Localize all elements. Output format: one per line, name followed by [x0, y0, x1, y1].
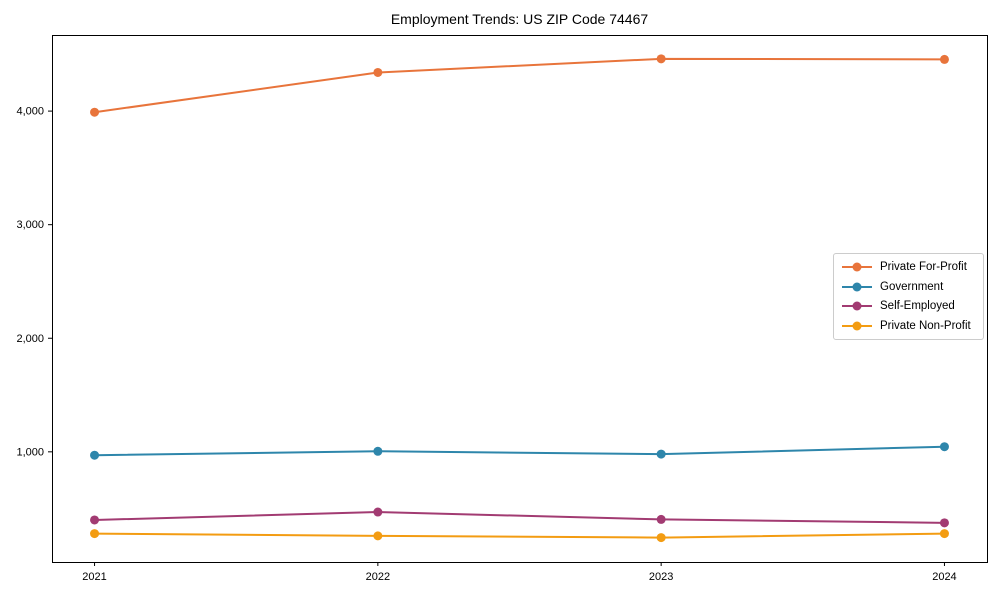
y-tick-label: 4,000	[16, 106, 44, 118]
legend-label: Private Non-Profit	[880, 320, 971, 333]
legend-swatch-icon	[842, 321, 872, 331]
x-tick-label: 2024	[932, 571, 956, 583]
series-private-for-profit	[90, 54, 949, 117]
series-line-government	[93, 445, 946, 457]
series-line-private-non-profit	[93, 532, 946, 539]
series-government	[90, 442, 949, 460]
data-point-private-non-profit-2023	[656, 533, 666, 543]
data-point-government-2023	[656, 449, 666, 459]
y-tick-label: 3,000	[16, 219, 44, 231]
y-tick-label: 2,000	[16, 333, 44, 345]
y-tick-label: 1,000	[16, 446, 44, 458]
series-line-private-for-profit	[93, 57, 946, 114]
data-point-government-2022	[373, 446, 383, 456]
legend-item-self-employed: Self-Employed	[841, 300, 976, 312]
data-point-private-for-profit-2021	[90, 107, 100, 117]
x-tick-label: 2022	[366, 571, 390, 583]
chart-title: Employment Trends: US ZIP Code 74467	[390, 11, 649, 27]
legend-swatch-icon	[842, 301, 872, 311]
x-tick-label: 2023	[649, 571, 673, 583]
data-point-private-for-profit-2022	[373, 67, 383, 77]
legend-swatch-icon	[842, 262, 872, 272]
legend-label: Government	[880, 280, 944, 293]
series-line-self-employed	[93, 511, 946, 524]
legend-swatch-icon	[842, 282, 872, 292]
axes-box	[52, 35, 988, 563]
legend-item-private-non-profit: Private Non-Profit	[841, 320, 976, 332]
data-point-government-2024	[939, 442, 949, 452]
legend-item-private-for-profit: Private For-Profit	[841, 261, 976, 273]
legend: Private For-Profit Government Self-Employe…	[833, 253, 984, 340]
data-point-private-non-profit-2021	[90, 529, 100, 539]
data-point-government-2021	[90, 450, 100, 460]
legend-label: Private For-Profit	[880, 260, 967, 273]
data-point-private-for-profit-2023	[656, 54, 666, 64]
data-point-self-employed-2021	[90, 515, 100, 525]
data-point-self-employed-2022	[373, 507, 383, 517]
data-point-private-non-profit-2022	[373, 531, 383, 541]
legend-item-government: Government	[841, 281, 976, 293]
data-point-self-employed-2024	[939, 518, 949, 528]
data-point-self-employed-2023	[656, 514, 666, 524]
data-point-private-non-profit-2024	[939, 529, 949, 539]
data-point-private-for-profit-2024	[939, 54, 949, 64]
x-tick-label: 2021	[82, 571, 106, 583]
series-self-employed	[90, 507, 949, 528]
legend-label: Self-Employed	[880, 300, 955, 313]
series-private-non-profit	[90, 529, 949, 543]
